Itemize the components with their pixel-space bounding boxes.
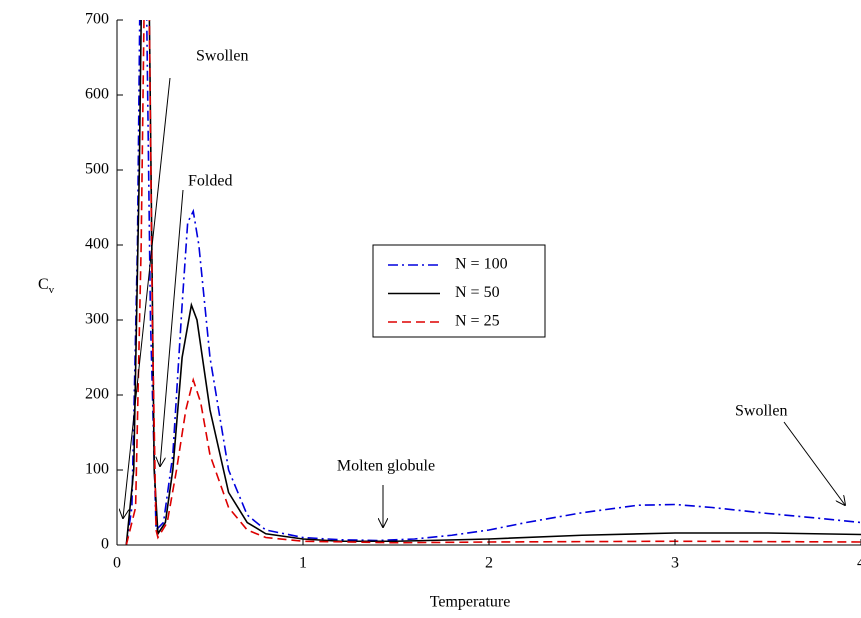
x-tick-label: 1 [299, 555, 307, 572]
x-tick-label: 0 [113, 555, 121, 572]
x-tick-label: 4 [857, 555, 861, 572]
y-tick-label: 300 [85, 311, 109, 328]
legend [372, 244, 546, 338]
y-tick-label: 500 [85, 161, 109, 178]
y-tick-label: 200 [85, 386, 109, 403]
series-line [125, 20, 861, 545]
legend-label: N = 100 [455, 256, 508, 273]
legend-label: N = 50 [455, 284, 500, 301]
y-tick-label: 700 [85, 11, 109, 28]
y-tick-label: 0 [101, 536, 109, 553]
y-tick-label: 600 [85, 86, 109, 103]
plot-area [125, 20, 861, 545]
annotation-arrow [160, 189, 184, 466]
y-axis-label: Cv [38, 276, 55, 296]
x-tick-label: 3 [671, 555, 679, 572]
annotation-arrow [123, 77, 171, 518]
annotation-arrow [783, 421, 845, 505]
y-tick-label: 100 [85, 461, 109, 478]
annotation: Swollen [735, 403, 787, 420]
y-tick-label: 400 [85, 236, 109, 253]
annotation: Folded [188, 173, 232, 190]
series-line [125, 20, 861, 545]
annotation: Molten globule [337, 458, 435, 475]
legend-label: N = 25 [455, 313, 500, 330]
x-tick-label: 2 [485, 555, 493, 572]
series-line [125, 20, 861, 545]
annotation: Swollen [196, 48, 248, 65]
x-axis-label: Temperature [430, 594, 511, 611]
